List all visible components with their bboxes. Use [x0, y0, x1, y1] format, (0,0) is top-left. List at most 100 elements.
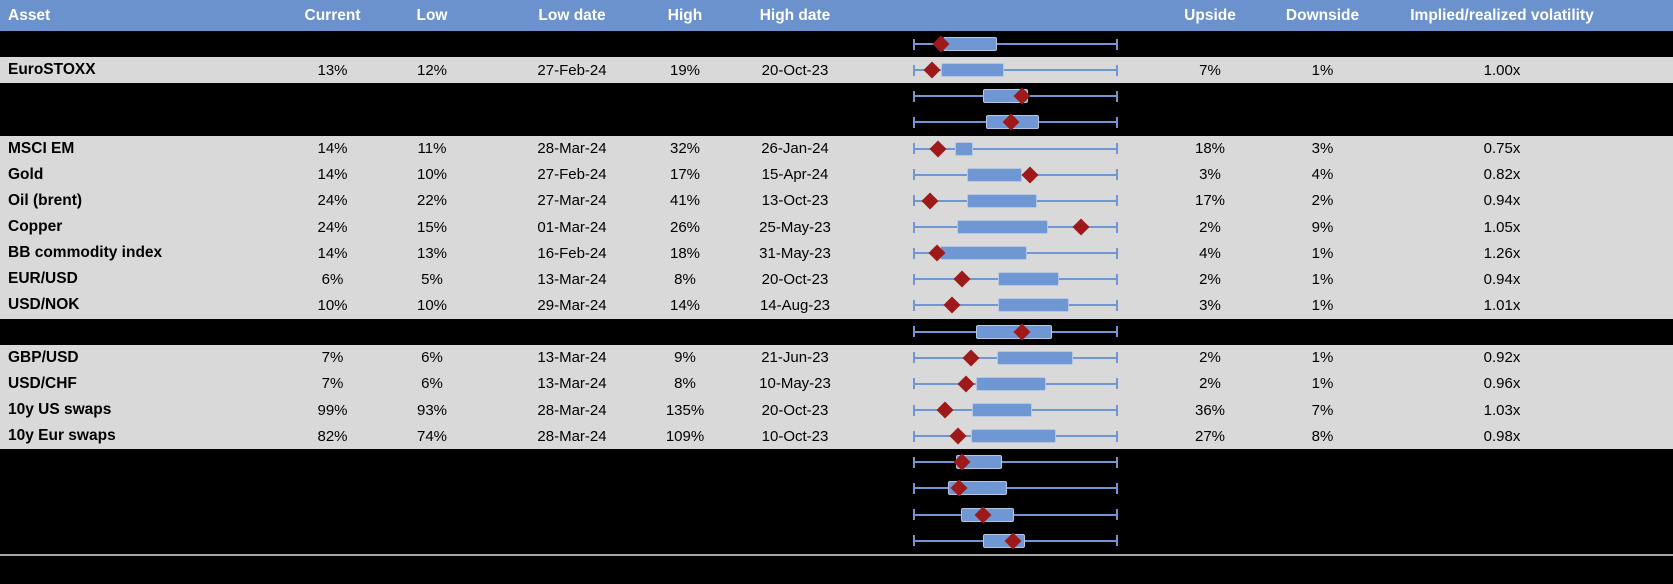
implied-realized-cell[interactable] — [1350, 502, 1673, 528]
upside-cell[interactable]: 2% — [1199, 270, 1221, 288]
high-cell[interactable]: 41% — [669, 192, 701, 210]
high-date-cell[interactable]: 15-Apr-24 — [761, 166, 829, 184]
implied-realized-cell[interactable] — [1350, 31, 1673, 57]
column-header-implied-realized-volatility[interactable]: Implied/realized volatility — [1410, 6, 1594, 24]
asset-cell[interactable]: 10y US swaps — [8, 401, 112, 419]
asset-cell[interactable]: Gold — [8, 165, 44, 183]
downside-cell[interactable]: 1% — [1311, 61, 1334, 79]
current-cell[interactable]: 24% — [317, 218, 348, 236]
high-date-cell[interactable] — [715, 475, 875, 501]
implied-realized-cell[interactable]: 1.26x — [1483, 244, 1521, 262]
column-header-high[interactable]: High — [667, 6, 703, 24]
low-date-cell[interactable]: 27-Mar-24 — [537, 192, 607, 210]
low-cell[interactable]: 74% — [416, 427, 448, 445]
asset-cell[interactable]: USD/CHF — [8, 374, 77, 392]
current-cell[interactable] — [290, 528, 375, 554]
upside-cell[interactable]: 2% — [1199, 218, 1221, 236]
implied-realized-cell[interactable] — [1350, 109, 1673, 135]
upside-cell[interactable]: 3% — [1199, 296, 1221, 314]
downside-cell[interactable] — [1295, 528, 1350, 554]
high-cell[interactable]: 19% — [669, 61, 701, 79]
column-header-high-date[interactable]: High date — [759, 6, 831, 24]
current-cell[interactable]: 7% — [321, 375, 344, 393]
high-date-cell[interactable]: 31-May-23 — [759, 244, 831, 262]
asset-cell[interactable]: GBP/USD — [8, 348, 79, 366]
low-cell[interactable]: 93% — [416, 401, 448, 419]
high-date-cell[interactable] — [715, 528, 875, 554]
high-cell[interactable] — [655, 83, 715, 109]
high-cell[interactable] — [655, 502, 715, 528]
downside-cell[interactable]: 8% — [1311, 427, 1334, 445]
current-cell[interactable]: 14% — [317, 140, 348, 158]
current-cell[interactable] — [290, 319, 375, 345]
high-cell[interactable] — [655, 31, 715, 57]
low-cell[interactable] — [375, 449, 489, 475]
downside-cell[interactable]: 1% — [1311, 296, 1334, 314]
implied-realized-cell[interactable] — [1350, 449, 1673, 475]
high-date-cell[interactable] — [715, 83, 875, 109]
upside-cell[interactable] — [1125, 528, 1295, 554]
downside-cell[interactable] — [1295, 109, 1350, 135]
downside-cell[interactable]: 1% — [1311, 244, 1334, 262]
low-cell[interactable] — [375, 31, 489, 57]
implied-realized-cell[interactable]: 0.82x — [1483, 166, 1521, 184]
downside-cell[interactable] — [1295, 475, 1350, 501]
downside-cell[interactable]: 1% — [1311, 375, 1334, 393]
upside-cell[interactable]: 17% — [1194, 192, 1226, 210]
column-header-upside[interactable]: Upside — [1184, 6, 1236, 24]
low-date-cell[interactable]: 28-Mar-24 — [537, 140, 607, 158]
high-cell[interactable]: 14% — [669, 296, 701, 314]
asset-cell[interactable]: Copper — [8, 218, 63, 236]
low-cell[interactable]: 13% — [416, 244, 448, 262]
low-cell[interactable] — [375, 475, 489, 501]
current-cell[interactable]: 6% — [321, 270, 344, 288]
upside-cell[interactable] — [1125, 31, 1295, 57]
upside-cell[interactable]: 27% — [1194, 427, 1226, 445]
high-date-cell[interactable] — [715, 502, 875, 528]
downside-cell[interactable] — [1295, 319, 1350, 345]
low-cell[interactable]: 11% — [417, 140, 447, 158]
downside-cell[interactable]: 9% — [1311, 218, 1334, 236]
downside-cell[interactable]: 1% — [1311, 349, 1334, 367]
upside-cell[interactable] — [1125, 319, 1295, 345]
upside-cell[interactable]: 2% — [1199, 349, 1221, 367]
upside-cell[interactable]: 4% — [1199, 244, 1221, 262]
current-cell[interactable]: 14% — [317, 244, 348, 262]
current-cell[interactable]: 99% — [317, 401, 348, 419]
asset-cell[interactable]: Oil (brent) — [8, 191, 83, 209]
low-date-cell[interactable] — [489, 475, 655, 501]
low-date-cell[interactable] — [489, 31, 655, 57]
implied-realized-cell[interactable]: 0.94x — [1483, 192, 1521, 210]
low-cell[interactable] — [375, 528, 489, 554]
high-date-cell[interactable]: 10-May-23 — [759, 375, 831, 393]
high-date-cell[interactable]: 25-May-23 — [759, 218, 831, 236]
asset-cell[interactable] — [0, 109, 290, 135]
current-cell[interactable] — [290, 502, 375, 528]
asset-cell[interactable]: MSCI EM — [8, 139, 75, 157]
current-cell[interactable] — [290, 109, 375, 135]
low-cell[interactable]: 6% — [421, 375, 443, 393]
low-date-cell[interactable] — [489, 528, 655, 554]
downside-cell[interactable]: 7% — [1311, 401, 1334, 419]
high-cell[interactable] — [655, 449, 715, 475]
asset-cell[interactable]: BB commodity index — [8, 244, 163, 262]
implied-realized-cell[interactable]: 0.92x — [1483, 349, 1521, 367]
asset-cell[interactable]: EUR/USD — [8, 270, 78, 288]
low-date-cell[interactable] — [489, 502, 655, 528]
asset-cell[interactable] — [0, 502, 290, 528]
low-date-cell[interactable]: 29-Mar-24 — [537, 296, 607, 314]
current-cell[interactable]: 13% — [317, 61, 348, 79]
high-cell[interactable]: 109% — [665, 427, 705, 445]
high-cell[interactable]: 18% — [669, 244, 701, 262]
high-cell[interactable] — [655, 319, 715, 345]
downside-cell[interactable] — [1295, 31, 1350, 57]
low-cell[interactable] — [375, 319, 489, 345]
asset-cell[interactable] — [0, 449, 290, 475]
upside-cell[interactable] — [1125, 109, 1295, 135]
high-date-cell[interactable]: 13-Oct-23 — [761, 192, 829, 210]
current-cell[interactable]: 24% — [317, 192, 348, 210]
implied-realized-cell[interactable]: 0.98x — [1483, 427, 1521, 445]
high-cell[interactable]: 17% — [669, 166, 701, 184]
implied-realized-cell[interactable] — [1350, 528, 1673, 554]
upside-cell[interactable] — [1125, 449, 1295, 475]
